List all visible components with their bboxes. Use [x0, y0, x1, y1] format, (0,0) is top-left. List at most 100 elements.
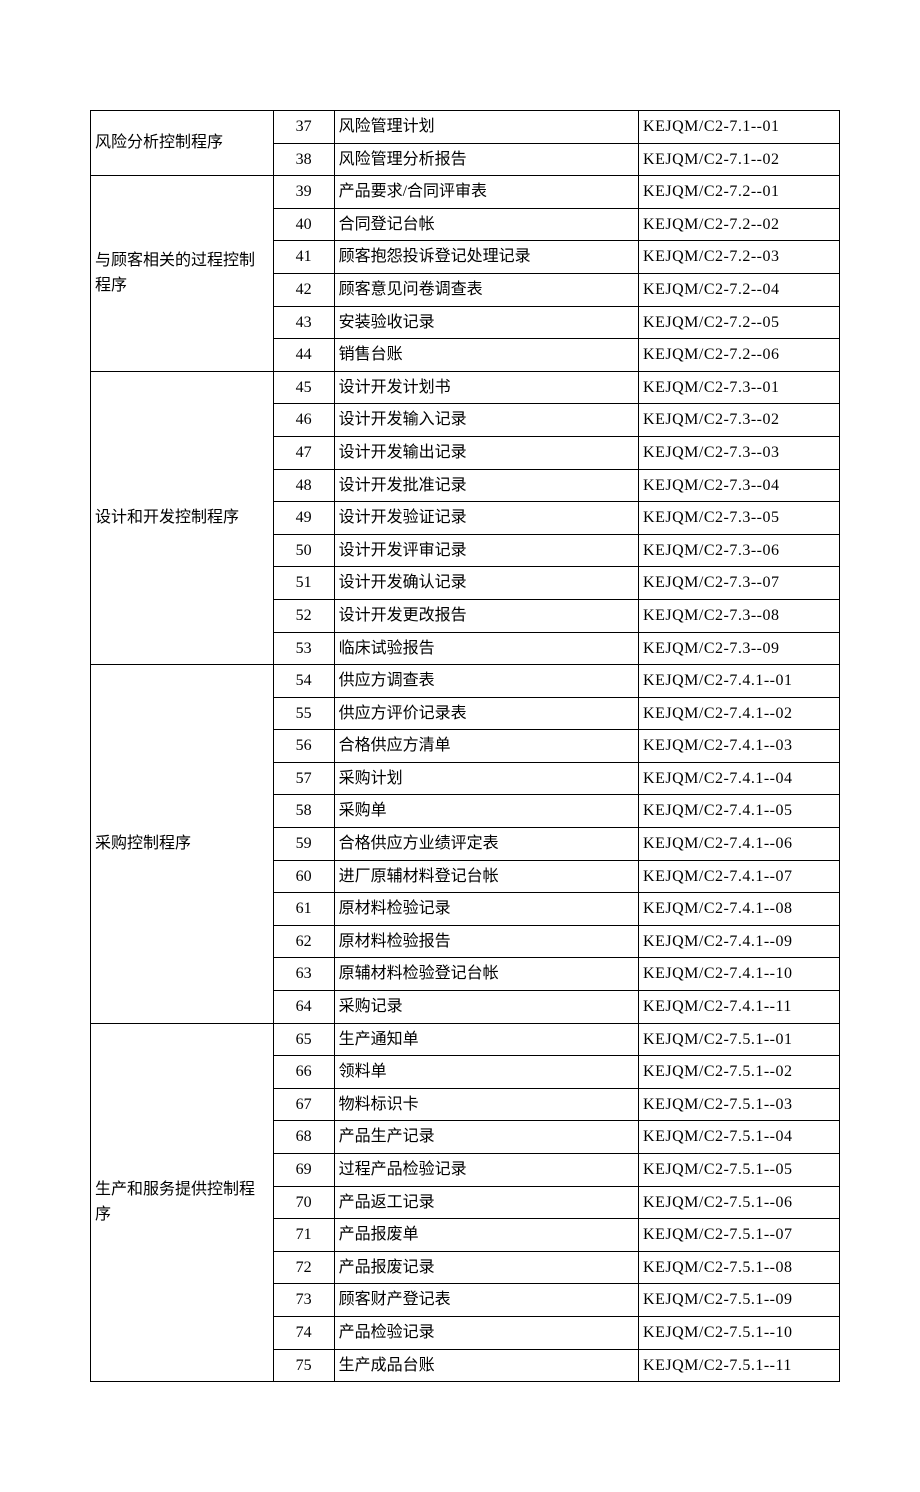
row-number-cell: 50 [273, 534, 334, 567]
row-number-cell: 60 [273, 860, 334, 893]
row-number-cell: 49 [273, 502, 334, 535]
category-cell: 风险分析控制程序 [91, 111, 274, 176]
document-name-cell: 设计开发批准记录 [334, 469, 638, 502]
document-name-cell: 原材料检验报告 [334, 925, 638, 958]
document-name-cell: 采购单 [334, 795, 638, 828]
document-name-cell: 设计开发输入记录 [334, 404, 638, 437]
row-number-cell: 71 [273, 1219, 334, 1252]
document-code-cell: KEJQM/C2-7.4.1--05 [639, 795, 840, 828]
document-code-cell: KEJQM/C2-7.3--09 [639, 632, 840, 665]
document-code-cell: KEJQM/C2-7.3--06 [639, 534, 840, 567]
document-name-cell: 合格供应方清单 [334, 730, 638, 763]
document-code-cell: KEJQM/C2-7.3--01 [639, 371, 840, 404]
row-number-cell: 48 [273, 469, 334, 502]
document-code-cell: KEJQM/C2-7.3--05 [639, 502, 840, 535]
row-number-cell: 46 [273, 404, 334, 437]
document-name-cell: 采购记录 [334, 991, 638, 1024]
document-code-cell: KEJQM/C2-7.5.1--10 [639, 1316, 840, 1349]
document-name-cell: 临床试验报告 [334, 632, 638, 665]
document-name-cell: 顾客财产登记表 [334, 1284, 638, 1317]
row-number-cell: 74 [273, 1316, 334, 1349]
row-number-cell: 38 [273, 143, 334, 176]
document-code-cell: KEJQM/C2-7.5.1--04 [639, 1121, 840, 1154]
row-number-cell: 72 [273, 1251, 334, 1284]
row-number-cell: 54 [273, 665, 334, 698]
document-code-cell: KEJQM/C2-7.2--02 [639, 208, 840, 241]
row-number-cell: 73 [273, 1284, 334, 1317]
table-row: 采购控制程序54供应方调查表KEJQM/C2-7.4.1--01 [91, 665, 840, 698]
document-name-cell: 过程产品检验记录 [334, 1154, 638, 1187]
table-row: 与顾客相关的过程控制程序39产品要求/合同评审表KEJQM/C2-7.2--01 [91, 176, 840, 209]
table-row: 设计和开发控制程序45设计开发计划书KEJQM/C2-7.3--01 [91, 371, 840, 404]
row-number-cell: 41 [273, 241, 334, 274]
document-code-cell: KEJQM/C2-7.5.1--08 [639, 1251, 840, 1284]
document-code-cell: KEJQM/C2-7.2--01 [639, 176, 840, 209]
document-code-cell: KEJQM/C2-7.4.1--10 [639, 958, 840, 991]
document-code-cell: KEJQM/C2-7.3--07 [639, 567, 840, 600]
document-name-cell: 设计开发更改报告 [334, 599, 638, 632]
document-name-cell: 风险管理计划 [334, 111, 638, 144]
document-name-cell: 设计开发输出记录 [334, 436, 638, 469]
document-code-cell: KEJQM/C2-7.5.1--07 [639, 1219, 840, 1252]
row-number-cell: 61 [273, 893, 334, 926]
row-number-cell: 70 [273, 1186, 334, 1219]
row-number-cell: 57 [273, 762, 334, 795]
document-code-cell: KEJQM/C2-7.4.1--11 [639, 991, 840, 1024]
row-number-cell: 65 [273, 1023, 334, 1056]
document-name-cell: 原材料检验记录 [334, 893, 638, 926]
document-code-cell: KEJQM/C2-7.2--04 [639, 273, 840, 306]
document-code-cell: KEJQM/C2-7.4.1--04 [639, 762, 840, 795]
row-number-cell: 40 [273, 208, 334, 241]
row-number-cell: 69 [273, 1154, 334, 1187]
document-name-cell: 产品检验记录 [334, 1316, 638, 1349]
procedures-table: 风险分析控制程序37风险管理计划KEJQM/C2-7.1--0138风险管理分析… [90, 110, 840, 1382]
document-code-cell: KEJQM/C2-7.4.1--02 [639, 697, 840, 730]
document-code-cell: KEJQM/C2-7.1--01 [639, 111, 840, 144]
document-code-cell: KEJQM/C2-7.3--03 [639, 436, 840, 469]
row-number-cell: 53 [273, 632, 334, 665]
document-name-cell: 顾客意见问卷调查表 [334, 273, 638, 306]
table-row: 生产和服务提供控制程序65生产通知单KEJQM/C2-7.5.1--01 [91, 1023, 840, 1056]
document-name-cell: 顾客抱怨投诉登记处理记录 [334, 241, 638, 274]
row-number-cell: 58 [273, 795, 334, 828]
category-cell: 设计和开发控制程序 [91, 371, 274, 664]
row-number-cell: 47 [273, 436, 334, 469]
row-number-cell: 63 [273, 958, 334, 991]
document-code-cell: KEJQM/C2-7.3--04 [639, 469, 840, 502]
document-name-cell: 设计开发验证记录 [334, 502, 638, 535]
document-code-cell: KEJQM/C2-7.3--02 [639, 404, 840, 437]
category-cell: 生产和服务提供控制程序 [91, 1023, 274, 1382]
row-number-cell: 64 [273, 991, 334, 1024]
document-code-cell: KEJQM/C2-7.5.1--01 [639, 1023, 840, 1056]
row-number-cell: 45 [273, 371, 334, 404]
document-code-cell: KEJQM/C2-7.5.1--06 [639, 1186, 840, 1219]
document-name-cell: 合同登记台帐 [334, 208, 638, 241]
row-number-cell: 52 [273, 599, 334, 632]
document-name-cell: 设计开发计划书 [334, 371, 638, 404]
row-number-cell: 37 [273, 111, 334, 144]
document-name-cell: 合格供应方业绩评定表 [334, 828, 638, 861]
row-number-cell: 44 [273, 339, 334, 372]
document-code-cell: KEJQM/C2-7.1--02 [639, 143, 840, 176]
document-name-cell: 产品返工记录 [334, 1186, 638, 1219]
document-name-cell: 生产成品台账 [334, 1349, 638, 1382]
row-number-cell: 39 [273, 176, 334, 209]
document-code-cell: KEJQM/C2-7.4.1--09 [639, 925, 840, 958]
table-row: 风险分析控制程序37风险管理计划KEJQM/C2-7.1--01 [91, 111, 840, 144]
document-name-cell: 进厂原辅材料登记台帐 [334, 860, 638, 893]
document-name-cell: 销售台账 [334, 339, 638, 372]
document-name-cell: 物料标识卡 [334, 1088, 638, 1121]
row-number-cell: 67 [273, 1088, 334, 1121]
row-number-cell: 43 [273, 306, 334, 339]
category-cell: 与顾客相关的过程控制程序 [91, 176, 274, 372]
document-code-cell: KEJQM/C2-7.5.1--05 [639, 1154, 840, 1187]
row-number-cell: 56 [273, 730, 334, 763]
document-name-cell: 设计开发确认记录 [334, 567, 638, 600]
category-cell: 采购控制程序 [91, 665, 274, 1024]
document-name-cell: 产品报废单 [334, 1219, 638, 1252]
document-name-cell: 产品报废记录 [334, 1251, 638, 1284]
document-name-cell: 设计开发评审记录 [334, 534, 638, 567]
document-name-cell: 供应方评价记录表 [334, 697, 638, 730]
document-name-cell: 领料单 [334, 1056, 638, 1089]
row-number-cell: 75 [273, 1349, 334, 1382]
